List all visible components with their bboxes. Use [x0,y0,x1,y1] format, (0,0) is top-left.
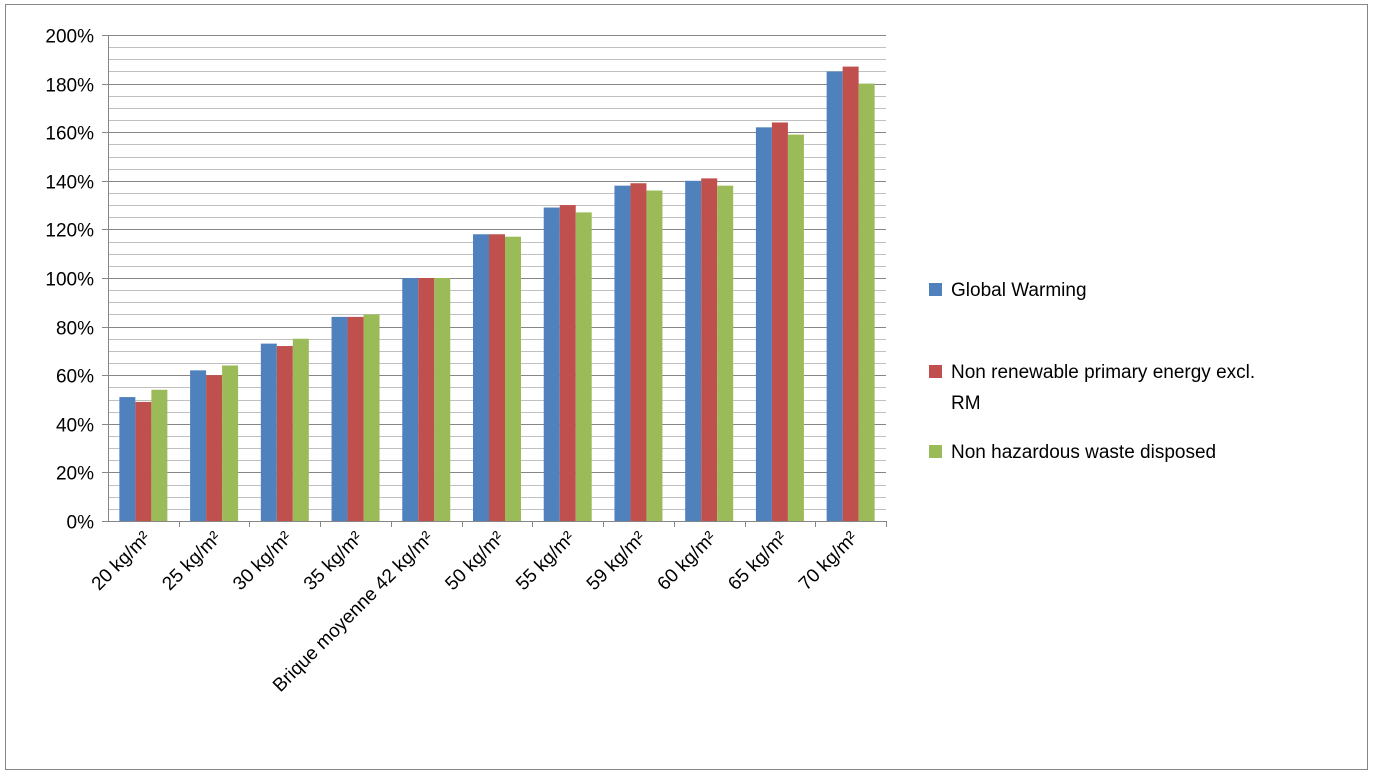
x-tick-label: 60 kg/m² [654,528,721,595]
x-tick-label: 20 kg/m² [88,528,155,595]
bar [473,234,489,521]
axes [102,35,887,527]
bar [575,212,592,521]
x-tick-label: 70 kg/m² [795,528,862,595]
bar [135,401,152,521]
bar [755,127,772,521]
bars [119,66,875,522]
legend-label: Global Warming [951,280,1087,301]
x-tick-label: 35 kg/m² [300,528,367,595]
bar [717,185,734,521]
bar [363,314,380,521]
bar [402,278,419,521]
bar [505,236,521,521]
y-axis-tick-labels: 0% 20% 40% 60% 80% 100% 120% 140% 160% 180% 200% [45,27,94,534]
y-tick-label: 120% [45,221,94,242]
bar [787,134,804,521]
legend-label-line: Non renewable primary energy excl. [951,362,1255,383]
legend-label-line: RM [951,393,981,414]
bar [858,83,875,521]
y-tick-label: 160% [45,124,94,145]
legend-swatch [929,365,942,378]
bar [347,316,364,521]
legend-swatch [929,283,942,296]
y-tick-label: 100% [45,270,94,291]
bar [685,180,702,522]
bar [842,66,859,521]
bar [771,122,788,521]
x-tick-label: 30 kg/m² [229,528,296,595]
legend-swatch [929,445,942,458]
bar [418,278,435,521]
bar [276,346,293,521]
bar [206,375,223,521]
y-tick-label: 40% [56,416,94,437]
legend-label-line: Non hazardous waste disposed [951,442,1216,463]
y-tick-label: 180% [45,76,94,97]
bar [630,183,647,522]
legend-label: Non hazardous waste disposed [951,442,1216,463]
bar [559,205,576,521]
bar [292,338,309,521]
y-tick-label: 200% [45,27,94,48]
x-tick-label: 55 kg/m² [512,528,579,595]
y-tick-label: 80% [56,319,94,340]
y-tick-label: 20% [56,464,94,485]
bar [260,343,277,521]
legend-label: Non renewable primary energy excl. RM [951,362,1255,414]
bar [614,185,631,521]
y-tick-label: 140% [45,173,94,194]
bar [489,234,505,521]
y-tick-label: 0% [67,513,95,534]
bar [190,370,207,521]
y-tick-label: 60% [56,367,94,388]
bar [434,278,451,521]
x-tick-label: 59 kg/m² [583,528,650,595]
bar [222,365,239,521]
bar [151,389,168,521]
legend-label-line: Global Warming [951,280,1087,301]
x-tick-label: 65 kg/m² [724,528,791,595]
x-tick-label: 25 kg/m² [159,528,226,595]
x-tick-label: 50 kg/m² [441,528,508,595]
bar [119,397,136,521]
bar [646,190,663,521]
bar [701,178,718,521]
bar [331,316,348,521]
bar [543,207,560,521]
legend: Global Warming Non renewable primary ener… [929,280,1255,463]
bar [826,71,843,521]
